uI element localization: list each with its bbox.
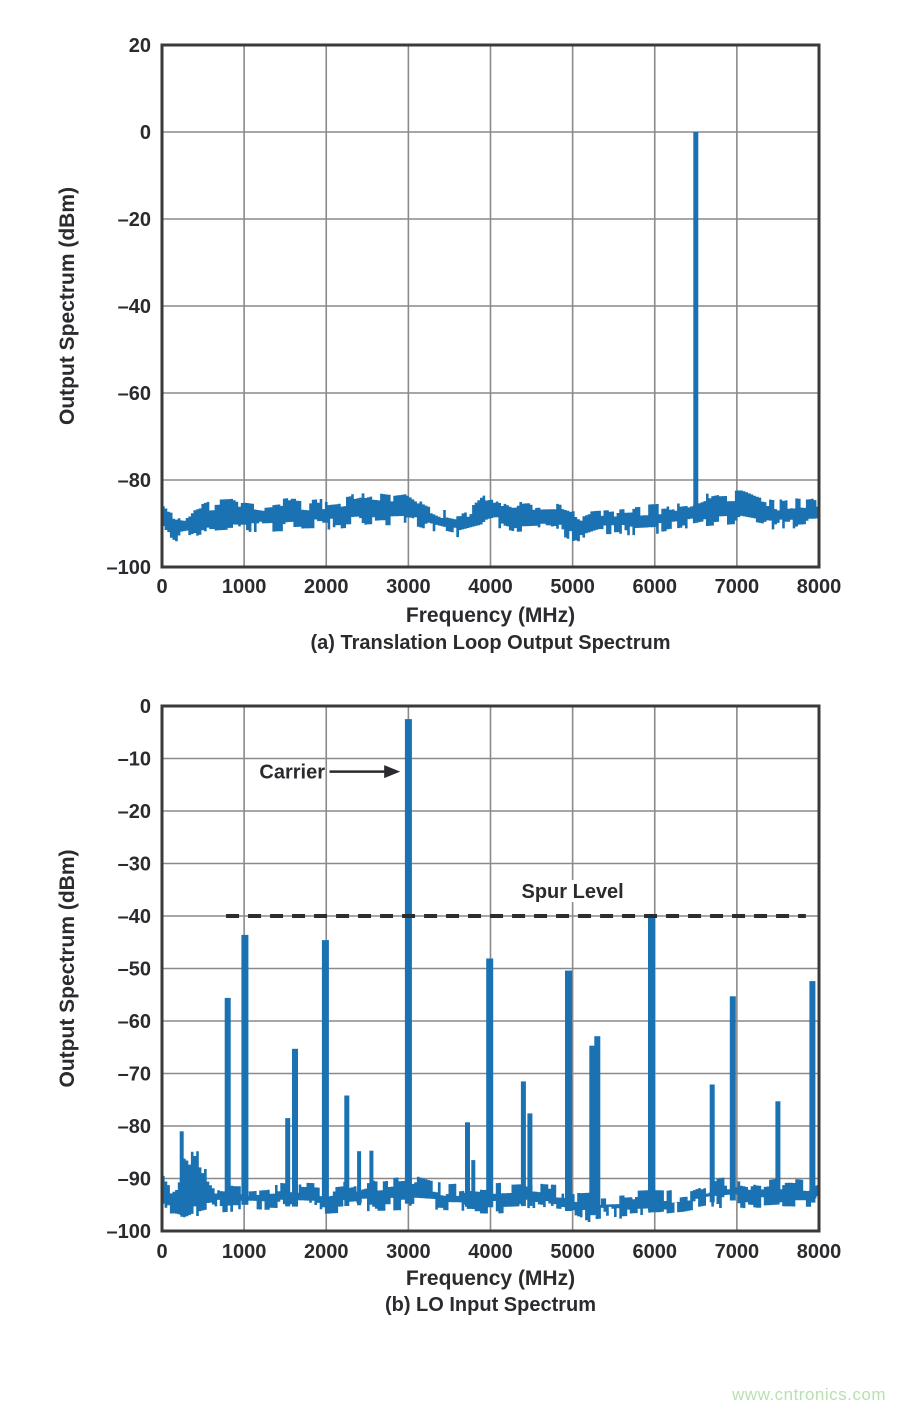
x-tick-label: 8000 (797, 576, 842, 598)
spur-bar-6700 (709, 1084, 715, 1203)
spur-bar-5240 (589, 1045, 596, 1216)
x-tick-label: 1000 (222, 1241, 267, 1263)
carrier-spike (404, 719, 412, 1204)
spur-bar-7920 (809, 981, 816, 1203)
y-tick-label: –70 (118, 1064, 151, 1086)
spur-bar-4950 (565, 970, 572, 1211)
x-tick-label: 7000 (715, 1241, 760, 1263)
chart-caption: (a) Translation Loop Output Spectrum (311, 632, 671, 654)
spur-bar-2250 (344, 1095, 350, 1206)
chart-a: 0 1000 2000 3000 4000 5000 6000 7000 8000 20 0 –20 –… (56, 35, 841, 654)
spur-bar-3990 (486, 958, 494, 1208)
x-axis-title: Frequency (MHz) (406, 604, 575, 627)
y-tick-label: –30 (118, 854, 151, 876)
x-tick-label: 4000 (468, 576, 513, 598)
spur-bar-2550 (369, 1150, 374, 1205)
x-tick-label: 6000 (633, 576, 678, 598)
y-tick-label: –80 (118, 1116, 151, 1138)
x-tick-label: 2000 (304, 576, 349, 598)
x-tick-label: 5000 (550, 1241, 595, 1263)
y-tick-label: 20 (129, 35, 151, 57)
spur-level-label: Spur Level (521, 881, 623, 903)
spur-bar-3720 (465, 1122, 470, 1207)
y-tick-label: –100 (107, 1221, 152, 1243)
y-tick-label: –10 (118, 749, 151, 771)
spur-bar-800 (224, 997, 231, 1206)
x-tick-label: 5000 (550, 576, 595, 598)
spur-bar-4400 (520, 1081, 526, 1207)
carrier-label: Carrier (259, 762, 325, 784)
y-tick-label: –20 (118, 209, 151, 231)
y-axis-title: Output Spectrum (dBm) (56, 850, 79, 1088)
x-tick-label: 7000 (715, 576, 760, 598)
chart-caption: (b) LO Input Spectrum (385, 1294, 596, 1316)
spur-bar-3790 (471, 1160, 476, 1207)
x-tick-label: 8000 (797, 1241, 842, 1263)
y-tick-label: –40 (118, 296, 151, 318)
y-tick-label: –40 (118, 906, 151, 928)
y-axis-title: Output Spectrum (dBm) (56, 187, 79, 425)
y-tick-label: –100 (107, 557, 152, 579)
x-tick-label: 1000 (222, 576, 267, 598)
y-tick-label: –90 (118, 1169, 151, 1191)
spur-bar-1530 (285, 1118, 291, 1207)
watermark: www.cntronics.com (732, 1385, 886, 1404)
plot-border (160, 704, 821, 1233)
spur-bar-1620 (292, 1048, 298, 1207)
x-tick-label: 6000 (633, 1241, 678, 1263)
plot-border (160, 43, 821, 569)
y-tick-label: –80 (118, 470, 151, 492)
spur-bar-1990 (321, 940, 329, 1208)
output-tone-spike (693, 132, 699, 523)
x-tick-label: 2000 (304, 1241, 349, 1263)
spur-bar-240 (179, 1131, 184, 1215)
y-tick-label: –50 (118, 959, 151, 981)
y-tick-label: –60 (118, 383, 151, 405)
spur-bar-1010 (241, 934, 249, 1205)
y-tick-label: –20 (118, 801, 151, 823)
y-tick-label: 0 (140, 696, 151, 718)
spur-bar-7500 (775, 1101, 781, 1203)
spur-bar-6950 (729, 996, 736, 1201)
x-tick-label: 3000 (386, 576, 431, 598)
spur-bar-5960 (648, 916, 655, 1211)
chart-b: Spur Level Carrier 0 1000 2000 3000 4000 5000 60… (56, 696, 841, 1316)
spur-bar-5300 (594, 1036, 601, 1215)
x-tick-label: 4000 (468, 1241, 513, 1263)
x-tick-label: 0 (156, 1241, 167, 1263)
carrier-arrow-head (384, 765, 401, 779)
x-tick-label: 0 (156, 576, 167, 598)
x-axis-title: Frequency (MHz) (406, 1267, 575, 1290)
y-tick-label: 0 (140, 122, 151, 144)
spur-bar-2400 (357, 1151, 362, 1206)
spur-bar-4480 (527, 1113, 533, 1206)
noise-floor-trace (162, 490, 819, 542)
y-tick-label: –60 (118, 1011, 151, 1033)
x-tick-label: 3000 (386, 1241, 431, 1263)
